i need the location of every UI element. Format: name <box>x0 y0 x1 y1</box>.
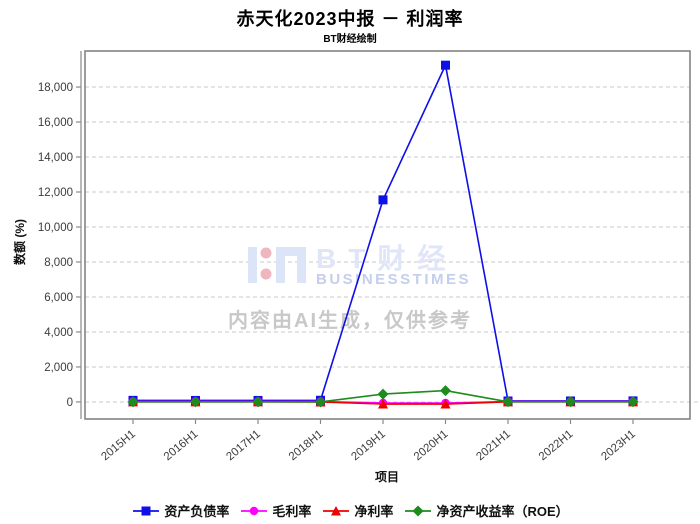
page-title: 赤天化2023中报 － 利润率 <box>236 9 464 29</box>
x-tick-label: 2021H1 <box>474 428 513 463</box>
x-axis-label: 项目 <box>375 470 399 484</box>
data-point-diamond <box>412 505 424 516</box>
data-point-diamond <box>440 385 451 397</box>
plot-border <box>84 50 691 420</box>
legend-label: 净资产收益率（ROE） <box>436 504 569 519</box>
x-tick-label: 2016H1 <box>162 428 201 463</box>
page-subtitle: BT财经绘制 <box>323 34 377 45</box>
watermark: BT财经 BUSINESSTIMES 内容由AI生成，仅供参考 <box>228 242 472 332</box>
y-tick-label: 14,000 <box>38 152 73 164</box>
legend-marker-triangle <box>323 505 350 515</box>
data-point-triangle <box>331 505 342 515</box>
x-tick-label: 2017H1 <box>224 428 263 463</box>
data-point-square <box>378 195 388 205</box>
x-tick-label: 2015H1 <box>99 428 138 463</box>
data-point-square <box>141 506 151 515</box>
bt-logo-icon <box>248 247 306 283</box>
data-point-square <box>441 60 450 70</box>
data-point-diamond <box>377 388 389 400</box>
legend-marker-circle <box>241 506 268 515</box>
x-tick-label: 2018H1 <box>287 428 326 463</box>
data-point-diamond <box>627 396 639 408</box>
y-tick-label: 4,000 <box>44 327 73 339</box>
legend-item-roe: 净资产收益率（ROE） <box>403 501 569 520</box>
y-tick-label: 12,000 <box>38 187 73 199</box>
data-point-diamond <box>315 396 326 408</box>
y-tick-label: 10,000 <box>38 222 73 234</box>
y-axis-label: 数额 (%) <box>12 219 27 265</box>
y-tick-label: 8,000 <box>44 257 73 269</box>
watermark-brand-en: BUSINESSTIMES <box>316 271 471 288</box>
watermark-disclaimer: 内容由AI生成，仅供参考 <box>228 308 472 332</box>
data-point-diamond <box>565 396 576 408</box>
series-line-0 <box>132 62 634 402</box>
y-tick-label: 16,000 <box>38 117 73 129</box>
legend-label: 资产负债率 <box>164 504 230 519</box>
data-point-triangle <box>378 399 388 409</box>
data-point-diamond <box>127 396 139 408</box>
x-tick-label: 2023H1 <box>599 428 638 463</box>
y-tick-label: 0 <box>67 397 73 409</box>
x-tick-label: 2022H1 <box>537 428 576 463</box>
data-point-triangle <box>440 399 451 409</box>
data-point-diamond <box>502 396 514 408</box>
y-tick-label: 6,000 <box>44 292 73 304</box>
legend-label: 净利率 <box>354 504 394 519</box>
data-point-diamond <box>252 396 264 408</box>
legend-marker-diamond <box>405 505 432 516</box>
y-tick-label: 18,000 <box>38 82 73 94</box>
legend: 资产负债率 毛利率 净利率 净资产收益率（ROE） <box>0 501 700 520</box>
series-layer <box>127 60 639 409</box>
x-tick-label: 2020H1 <box>412 428 451 463</box>
x-tick-label: 2019H1 <box>349 428 388 463</box>
legend-item-net-margin: 净利率 <box>321 501 393 520</box>
data-point-diamond <box>190 396 201 408</box>
legend-item-asset-liability-ratio: 资产负债率 <box>131 501 229 520</box>
legend-marker-square <box>133 506 160 515</box>
data-point-circle <box>250 506 259 515</box>
legend-label: 毛利率 <box>272 504 312 519</box>
y-tick-label: 2,000 <box>44 362 73 374</box>
watermark-brand-cn: BT财经 <box>316 242 457 274</box>
legend-item-gross-margin: 毛利率 <box>239 501 311 520</box>
